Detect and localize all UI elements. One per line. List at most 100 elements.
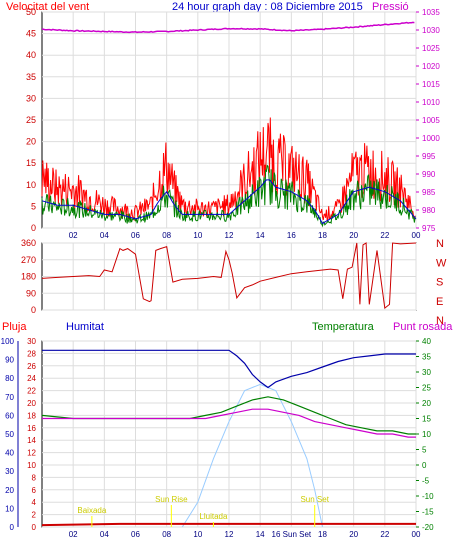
x-tick-label: 16 <box>287 231 296 240</box>
x-tick-label: 02 <box>69 231 78 240</box>
x-tick-label: 04 <box>100 530 109 539</box>
x-tick-label: 04 <box>100 231 109 240</box>
wind-tick-label: 15 <box>26 158 36 168</box>
humidity-tick-label: 100 <box>1 337 15 346</box>
temperature-tick-label: 30 <box>422 368 431 377</box>
x-tick-label: 16 Sun Set <box>272 530 312 539</box>
humidity-tick-label: 10 <box>5 504 14 513</box>
humidity-tick-label: 80 <box>5 374 14 383</box>
humidity-line <box>42 349 416 389</box>
humidity-tick-label: 60 <box>5 411 14 420</box>
chart-title: 24 hour graph day : 08 Diciembre 2015 <box>172 1 363 13</box>
rain-tick-label: 28 <box>27 349 36 358</box>
pressure-tick-label: 1020 <box>422 62 440 71</box>
wind-axis-label: Velocitat del vent <box>6 1 89 13</box>
x-tick-label: 10 <box>193 231 202 240</box>
pressure-tick-label: 1015 <box>422 80 440 89</box>
annotation-label: Sun Rise <box>155 495 188 504</box>
pressure-line <box>42 21 415 34</box>
rain-tick-label: 4 <box>32 498 37 507</box>
temperature-tick-label: -5 <box>422 477 430 486</box>
humidity-tick-label: 70 <box>5 393 14 402</box>
direction-tick-label: 360 <box>21 238 36 248</box>
pressure-tick-label: 1010 <box>422 98 440 107</box>
direction-tick-label: 0 <box>31 305 36 315</box>
humidity-axis-label: Humitat <box>66 321 104 333</box>
temperature-tick-label: -10 <box>422 492 434 501</box>
x-tick-label: 08 <box>162 530 171 539</box>
rain-tick-label: 30 <box>27 337 36 346</box>
wind-tick-label: 10 <box>26 180 36 190</box>
x-tick-label: 18 <box>318 530 327 539</box>
x-tick-label: 02 <box>69 530 78 539</box>
x-tick-label: 08 <box>162 231 171 240</box>
pressure-tick-label: 1030 <box>422 26 440 35</box>
temperature-axis-label: Temperatura <box>312 321 375 333</box>
pressure-tick-label: 980 <box>422 206 436 215</box>
rain-tick-label: 22 <box>27 387 36 396</box>
temperature-tick-label: 25 <box>422 384 431 393</box>
compass-label: N <box>436 315 444 327</box>
temperature-tick-label: 40 <box>422 337 431 346</box>
wind-tick-label: 25 <box>26 115 36 125</box>
x-tick-label: 12 <box>225 530 234 539</box>
rain-tick-label: 2 <box>32 511 37 520</box>
rain-tick-label: 10 <box>27 461 36 470</box>
compass-label: E <box>436 296 443 308</box>
x-tick-label: 00 <box>412 530 421 539</box>
humidity-tick-label: 20 <box>5 486 14 495</box>
x-tick-label: 22 <box>380 231 389 240</box>
humidity-tick-label: 40 <box>5 449 14 458</box>
rain-tick-label: 18 <box>27 411 36 420</box>
pressure-tick-label: 1035 <box>422 8 440 17</box>
compass-label: W <box>436 257 447 269</box>
wind-tick-label: 50 <box>26 7 36 17</box>
rain-line <box>41 522 416 527</box>
humidity-tick-label: 50 <box>5 430 14 439</box>
pressure-tick-label: 990 <box>422 170 436 179</box>
pressure-axis-label: Pressió <box>372 1 409 13</box>
temperature-tick-label: 20 <box>422 399 431 408</box>
wind-tick-label: 0 <box>31 223 36 233</box>
rain-axis-label: Pluja <box>2 321 27 333</box>
rain-tick-label: 0 <box>32 523 37 532</box>
temperature-tick-label: 15 <box>422 415 431 424</box>
x-tick-label: 10 <box>193 530 202 539</box>
rain-tick-label: 8 <box>32 473 37 482</box>
dewpoint-line <box>42 408 416 438</box>
x-tick-label: 14 <box>256 231 265 240</box>
compass-label: N <box>436 238 444 250</box>
humidity-tick-label: 30 <box>5 467 14 476</box>
humidity-tick-label: 90 <box>5 356 14 365</box>
pressure-tick-label: 1000 <box>422 134 440 143</box>
temperature-tick-label: 0 <box>422 461 427 470</box>
rain-tick-label: 24 <box>27 374 36 383</box>
x-tick-label: 18 <box>318 231 327 240</box>
temperature-tick-label: 35 <box>422 353 431 362</box>
compass-label: S <box>436 277 443 289</box>
temperature-tick-label: 10 <box>422 430 431 439</box>
rain-tick-label: 14 <box>27 436 36 445</box>
rain-tick-label: 26 <box>27 362 36 371</box>
temperature-tick-label: 5 <box>422 446 427 455</box>
temperature-tick-label: -15 <box>422 508 434 517</box>
annotation-label: Baixada <box>77 506 106 515</box>
wind-tick-label: 35 <box>26 72 36 82</box>
dewpoint-axis-label: Punt rosada <box>393 321 453 333</box>
x-tick-label: 00 <box>412 231 421 240</box>
pressure-tick-label: 995 <box>422 152 436 161</box>
temperature-tick-label: -20 <box>422 523 434 532</box>
direction-tick-label: 90 <box>26 288 36 298</box>
x-tick-label: 20 <box>349 530 358 539</box>
direction-line <box>41 242 417 310</box>
wind-tick-label: 20 <box>26 137 36 147</box>
annotation-label: Lluitada <box>199 512 228 521</box>
pressure-tick-label: 985 <box>422 188 436 197</box>
wind-tick-label: 40 <box>26 50 36 60</box>
direction-tick-label: 180 <box>21 272 36 282</box>
x-tick-label: 06 <box>131 530 140 539</box>
x-tick-label: 06 <box>131 231 140 240</box>
x-tick-label: 12 <box>225 231 234 240</box>
direction-tick-label: 270 <box>21 255 36 265</box>
